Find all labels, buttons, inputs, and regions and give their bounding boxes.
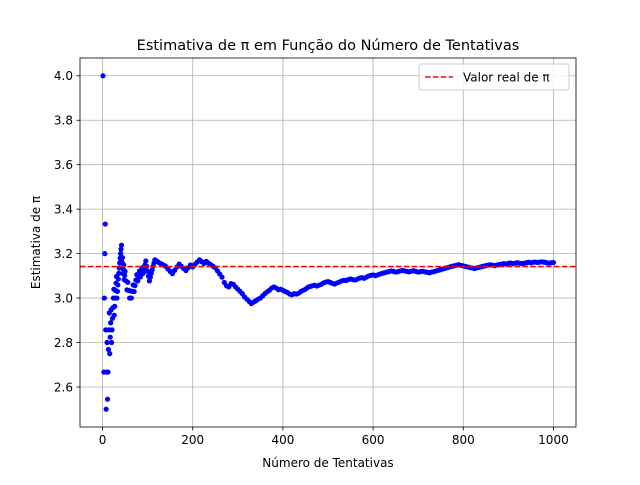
- scatter-point: [132, 283, 138, 289]
- scatter-point: [115, 282, 121, 288]
- x-tick-label: 0: [99, 433, 107, 447]
- x-tick-label: 400: [271, 433, 294, 447]
- y-tick-label: 2.8: [54, 336, 73, 350]
- scatter-point: [102, 221, 108, 227]
- y-tick-label: 3.6: [54, 158, 73, 172]
- y-tick-label: 4.0: [54, 69, 73, 83]
- scatter-point: [100, 73, 106, 79]
- scatter-point: [116, 270, 122, 276]
- scatter-point: [101, 295, 107, 301]
- scatter-point: [137, 274, 144, 280]
- grid: [80, 58, 576, 427]
- scatter-point: [125, 279, 131, 285]
- scatter-point: [104, 396, 111, 402]
- x-tick-label: 800: [452, 433, 475, 447]
- scatter-point: [107, 334, 113, 340]
- scatter-point: [115, 276, 121, 282]
- y-tick-label: 3.4: [54, 202, 73, 216]
- scatter-point: [105, 369, 111, 375]
- scatter-point: [140, 270, 146, 276]
- scatter-point: [104, 339, 110, 346]
- y-tick-label: 3.2: [54, 247, 73, 261]
- legend-box: [418, 63, 570, 91]
- axes-frame: [79, 57, 577, 428]
- y-tick-label: 3.8: [54, 114, 73, 128]
- scatter-point: [111, 312, 117, 318]
- scatter-point: [143, 258, 149, 264]
- chart-title: Estimativa de π em Função do Número de T…: [137, 38, 520, 54]
- scatter-point: [119, 255, 125, 261]
- x-tick-label: 600: [362, 433, 385, 447]
- x-tick-label: 1000: [538, 433, 569, 447]
- scatter-point: [107, 351, 113, 357]
- y-tick-label: 3.0: [54, 291, 73, 305]
- scatter-point: [131, 289, 137, 295]
- scatter-point: [128, 295, 135, 301]
- scatter-point: [122, 268, 128, 274]
- y-tick-label: 2.6: [54, 380, 73, 394]
- tick-layer: 0 200 400 600 800 1000 2.6 2.8 3.0 3.2 3.4 3.6 3.8 4.…: [54, 69, 569, 447]
- scatter-point: [109, 327, 115, 333]
- scatter-point: [118, 242, 125, 248]
- scatter-point: [112, 303, 118, 309]
- x-tick-label: 200: [181, 433, 204, 447]
- scatter-point: [122, 272, 128, 278]
- scatter-point: [105, 346, 112, 353]
- scatter-point: [103, 406, 109, 412]
- legend: Valor real de π: [418, 63, 570, 91]
- scatter-point: [219, 274, 225, 280]
- y-axis-label: Estimativa de π: [29, 196, 43, 289]
- scatter-point: [108, 339, 115, 346]
- scatter-point: [118, 246, 124, 252]
- scatter-point: [550, 259, 557, 266]
- scatter-point: [108, 320, 114, 326]
- scatter-point: [114, 295, 120, 301]
- scatter-point: [102, 251, 108, 257]
- scatter-point: [117, 251, 124, 257]
- scatter-point: [114, 288, 121, 295]
- legend-label: Valor real de π: [463, 71, 550, 85]
- x-axis-label: Número de Tentativas: [262, 456, 393, 470]
- scatter-point: [135, 278, 141, 284]
